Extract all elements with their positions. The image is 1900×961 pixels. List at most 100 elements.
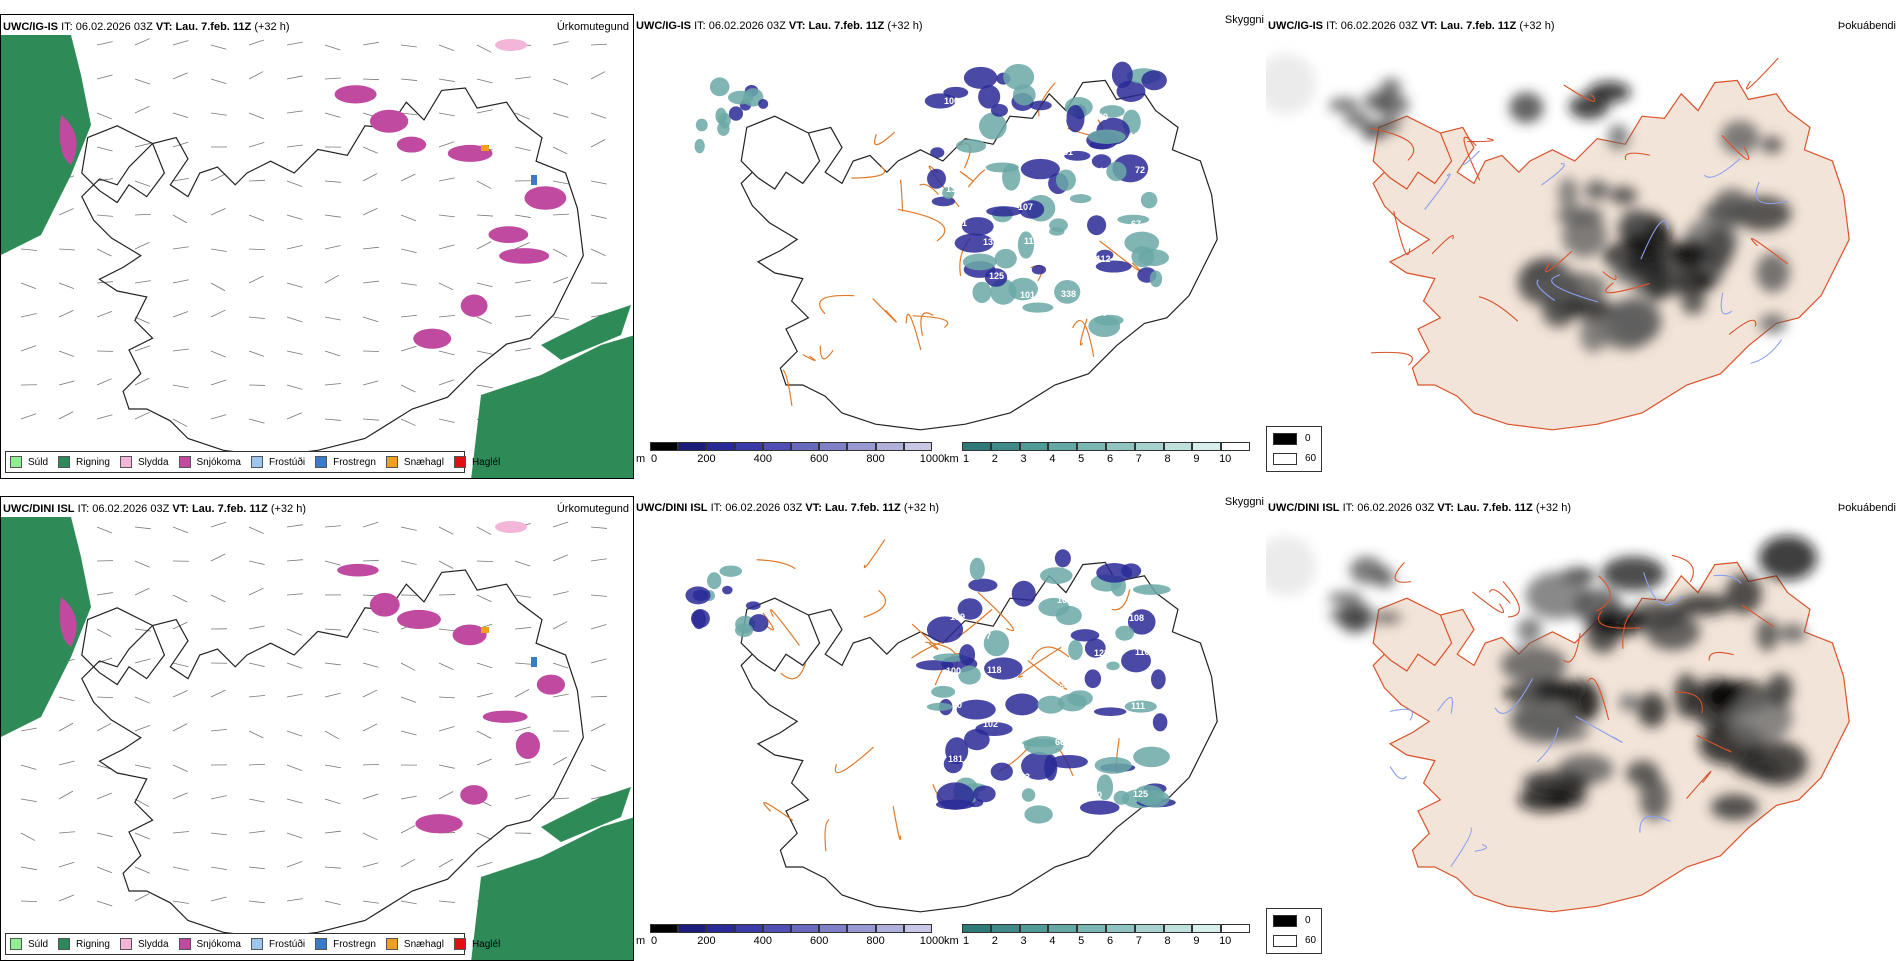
fog-key-swatch [1273, 915, 1297, 927]
colorbar-segment [991, 924, 1020, 933]
cloud-base-value: 66 [1055, 737, 1065, 747]
colorbar-segment [763, 442, 791, 451]
colorbar-segment [650, 924, 678, 933]
legend-item: Súld [10, 456, 48, 468]
colorbar-tick: 7 [1136, 935, 1142, 947]
precip-map[interactable] [1, 497, 634, 961]
cloud-base-value: 72 [1135, 165, 1145, 175]
legend-label: Frostúði [269, 457, 305, 468]
colorbar-tick: 8 [1165, 935, 1171, 947]
cloud-base-value: 99 [1057, 113, 1067, 123]
colorbar-segment [1020, 442, 1049, 451]
colorbar-tick: 1 [963, 935, 969, 947]
rain-areas [1, 517, 634, 961]
cloud-base-value: 107 [1018, 202, 1033, 212]
fog-map[interactable] [1266, 496, 1900, 961]
cloud-base-value: 80 [952, 700, 962, 710]
legend-item: Slydda [120, 456, 169, 468]
fog-key-label: 60 [1305, 935, 1316, 946]
colorbar-tick: 800 [866, 453, 884, 465]
colorbar-segment [763, 924, 791, 933]
colorbar-tick: 7 [1136, 453, 1142, 465]
cloud-base-panel: UWC/DINI ISL IT: 06.02.2026 03Z VT: Lau.… [634, 496, 1266, 961]
legend-label: Súld [28, 457, 48, 468]
cloud-base-value: 67 [1018, 684, 1028, 694]
colorbar-unit: km [944, 453, 959, 465]
legend-item: Haglél [454, 938, 500, 950]
cloud-base-value: 92 [1022, 148, 1032, 158]
colorbar-segment [847, 924, 875, 933]
colorbar-segment [904, 442, 932, 451]
colorbar-segment [735, 442, 763, 451]
legend-label: Snæhagl [404, 939, 444, 950]
cloud-base-value: 91 [1094, 166, 1104, 176]
cloud-base-value: 181 [948, 754, 963, 764]
cloud-base-value: 230 [1096, 736, 1111, 746]
colorbar-segment [819, 924, 847, 933]
colorbar-tick: 0 [651, 453, 657, 465]
colorbar-tick: 6 [1107, 935, 1113, 947]
legend-swatch [179, 456, 191, 468]
colorbar-unit: m [636, 453, 645, 465]
colorbar-tick: 8 [1165, 453, 1171, 465]
colorbar-segment [791, 924, 819, 933]
colorbar-unit: km [944, 935, 959, 947]
colorbar-segment [678, 442, 706, 451]
colorbar-segment [962, 442, 991, 451]
precip-type-panel: UWC/IG-IS IT: 06.02.2026 03Z VT: Lau. 7.… [0, 14, 634, 479]
cloud-base-value: 39 [1098, 112, 1108, 122]
fog-key-swatch [1273, 453, 1297, 465]
snow-areas [60, 39, 567, 349]
cloud-base-map[interactable]: 1001801071211901271311321019991677110992… [634, 14, 1266, 479]
cloud-base-value: 125 [989, 271, 1004, 281]
cloud-base-map[interactable]: 7597676670108100102931051231111811587665… [634, 496, 1266, 961]
colorbar-tick: 600 [810, 453, 828, 465]
colorbar-tick: 1 [963, 453, 969, 465]
legend-swatch [454, 456, 466, 468]
legend-item: Slydda [120, 938, 169, 950]
cloud-base-panel: UWC/IG-IS IT: 06.02.2026 03Z VT: Lau. 7.… [634, 14, 1266, 479]
cloud-base-value: 110 [1135, 647, 1150, 657]
legend-item: Frostregn [315, 456, 376, 468]
colorbar-segment [991, 442, 1020, 451]
colorbar-segment [876, 442, 904, 451]
legend-swatch [315, 938, 327, 950]
cloud-base-value: 102 [983, 719, 998, 729]
colorbar-segment [791, 442, 819, 451]
colorbar-tick: 2 [992, 935, 998, 947]
fog-key-label: 60 [1305, 453, 1316, 464]
fog-key-label: 0 [1305, 915, 1311, 926]
cloud-base-value: 101 [1020, 290, 1035, 300]
cloud-base-value: 111 [1131, 701, 1145, 711]
colorbar-tick: 4 [1049, 453, 1055, 465]
cloud-base-value: 100 [946, 666, 961, 676]
cloud-base-value: 85 [1133, 307, 1143, 317]
colorbar-tick: 400 [754, 453, 772, 465]
legend-item: Frostúði [251, 938, 305, 950]
cloud-base-value: 190 [1092, 308, 1107, 318]
colorbar-segment [735, 924, 763, 933]
colorbar-unit: m [636, 935, 645, 947]
precip-map[interactable] [1, 15, 634, 479]
legend-swatch [251, 938, 263, 950]
colorbar-segment [1164, 442, 1193, 451]
colorbar-segment [1020, 924, 1049, 933]
colorbar-segment [678, 924, 706, 933]
colorbar-segment [876, 924, 904, 933]
legend-label: Slydda [138, 939, 169, 950]
colorbar-segment [1048, 442, 1077, 451]
colorbar-segment [1077, 442, 1106, 451]
cloud-base-value: 76 [1022, 630, 1032, 640]
cloud-base-value: 125 [1133, 789, 1148, 799]
cloud-base-value: 59 [1026, 324, 1036, 334]
colorbar-tick: 1000 [920, 935, 944, 947]
colorbar-tick: 5 [1078, 453, 1084, 465]
colorbar-tick: 9 [1193, 935, 1199, 947]
colorbar-segment [847, 442, 875, 451]
cloud-base-value: 65 [1059, 683, 1069, 693]
colorbar-segment [1221, 924, 1250, 933]
fog-map[interactable] [1266, 14, 1900, 479]
legend-swatch [315, 456, 327, 468]
legend-swatch [251, 456, 263, 468]
